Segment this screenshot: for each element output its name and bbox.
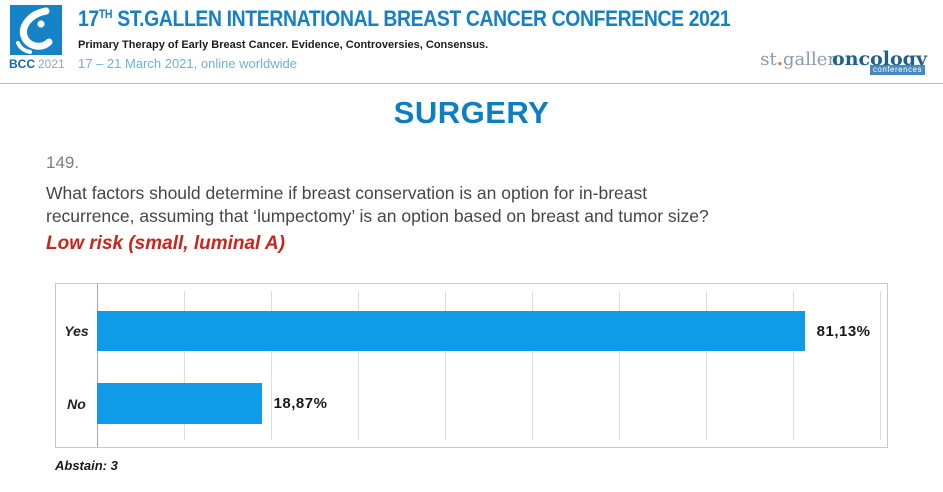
chart-bar bbox=[97, 383, 262, 424]
question-highlight: Low risk (small, luminal A) bbox=[46, 233, 285, 254]
chart-bar bbox=[97, 311, 805, 351]
bcc-logo-text: BCC bbox=[9, 57, 35, 71]
question-number: 149. bbox=[46, 153, 80, 172]
brand-dot: . bbox=[776, 49, 784, 70]
conference-dates: 17 – 21 March 2021, online worldwide bbox=[78, 56, 297, 71]
stgallen-oncology-logo: st.gallenoncology conferences bbox=[760, 48, 927, 75]
chart-rows: Yes 81,13% No 18,87% bbox=[56, 284, 887, 447]
category-label: Yes bbox=[64, 323, 89, 339]
chart-row-no: No 18,87% bbox=[56, 383, 887, 424]
chart-row-yes: Yes 81,13% bbox=[56, 311, 887, 351]
brand-st: st bbox=[760, 49, 777, 70]
question-text-line2: recurrence, assuming that ‘lumpectomy’ i… bbox=[46, 206, 709, 226]
gridline bbox=[358, 291, 359, 440]
y-axis-line bbox=[97, 284, 98, 447]
gridline bbox=[445, 291, 447, 440]
swan-icon bbox=[16, 7, 53, 54]
gridline bbox=[880, 291, 882, 440]
gridline bbox=[706, 291, 708, 440]
conference-subtitle: Primary Therapy of Early Breast Cancer. … bbox=[78, 39, 489, 51]
bcc-logo bbox=[10, 5, 62, 55]
ordinal-superscript: TH bbox=[98, 7, 113, 21]
conference-title: 17TH ST.GALLEN INTERNATIONAL BREAST CANC… bbox=[78, 6, 731, 31]
gridline bbox=[793, 291, 795, 440]
brand-gallen: gallen bbox=[783, 49, 840, 70]
section-title: SURGERY bbox=[393, 95, 550, 130]
value-label: 81,13% bbox=[816, 322, 871, 340]
gridline bbox=[532, 291, 534, 440]
brand-oncology: oncology bbox=[832, 48, 927, 70]
bcc-logo-caption: BCC 2021 bbox=[9, 57, 69, 71]
abstain-note: Abstain: 3 bbox=[55, 458, 118, 473]
question-text-line1: What factors should determine if breast … bbox=[46, 183, 648, 203]
gridline bbox=[271, 291, 272, 440]
bcc-logo-year: 2021 bbox=[38, 57, 65, 71]
gridline bbox=[619, 291, 621, 440]
brand-conferences-badge: conferences bbox=[869, 65, 925, 75]
value-label: 18,87% bbox=[273, 395, 328, 412]
header-divider bbox=[0, 83, 943, 84]
gridline bbox=[184, 291, 185, 440]
poll-results-chart: Yes 81,13% No 18,87% bbox=[55, 283, 888, 448]
chart-plot bbox=[97, 284, 887, 447]
category-label: No bbox=[67, 395, 86, 412]
